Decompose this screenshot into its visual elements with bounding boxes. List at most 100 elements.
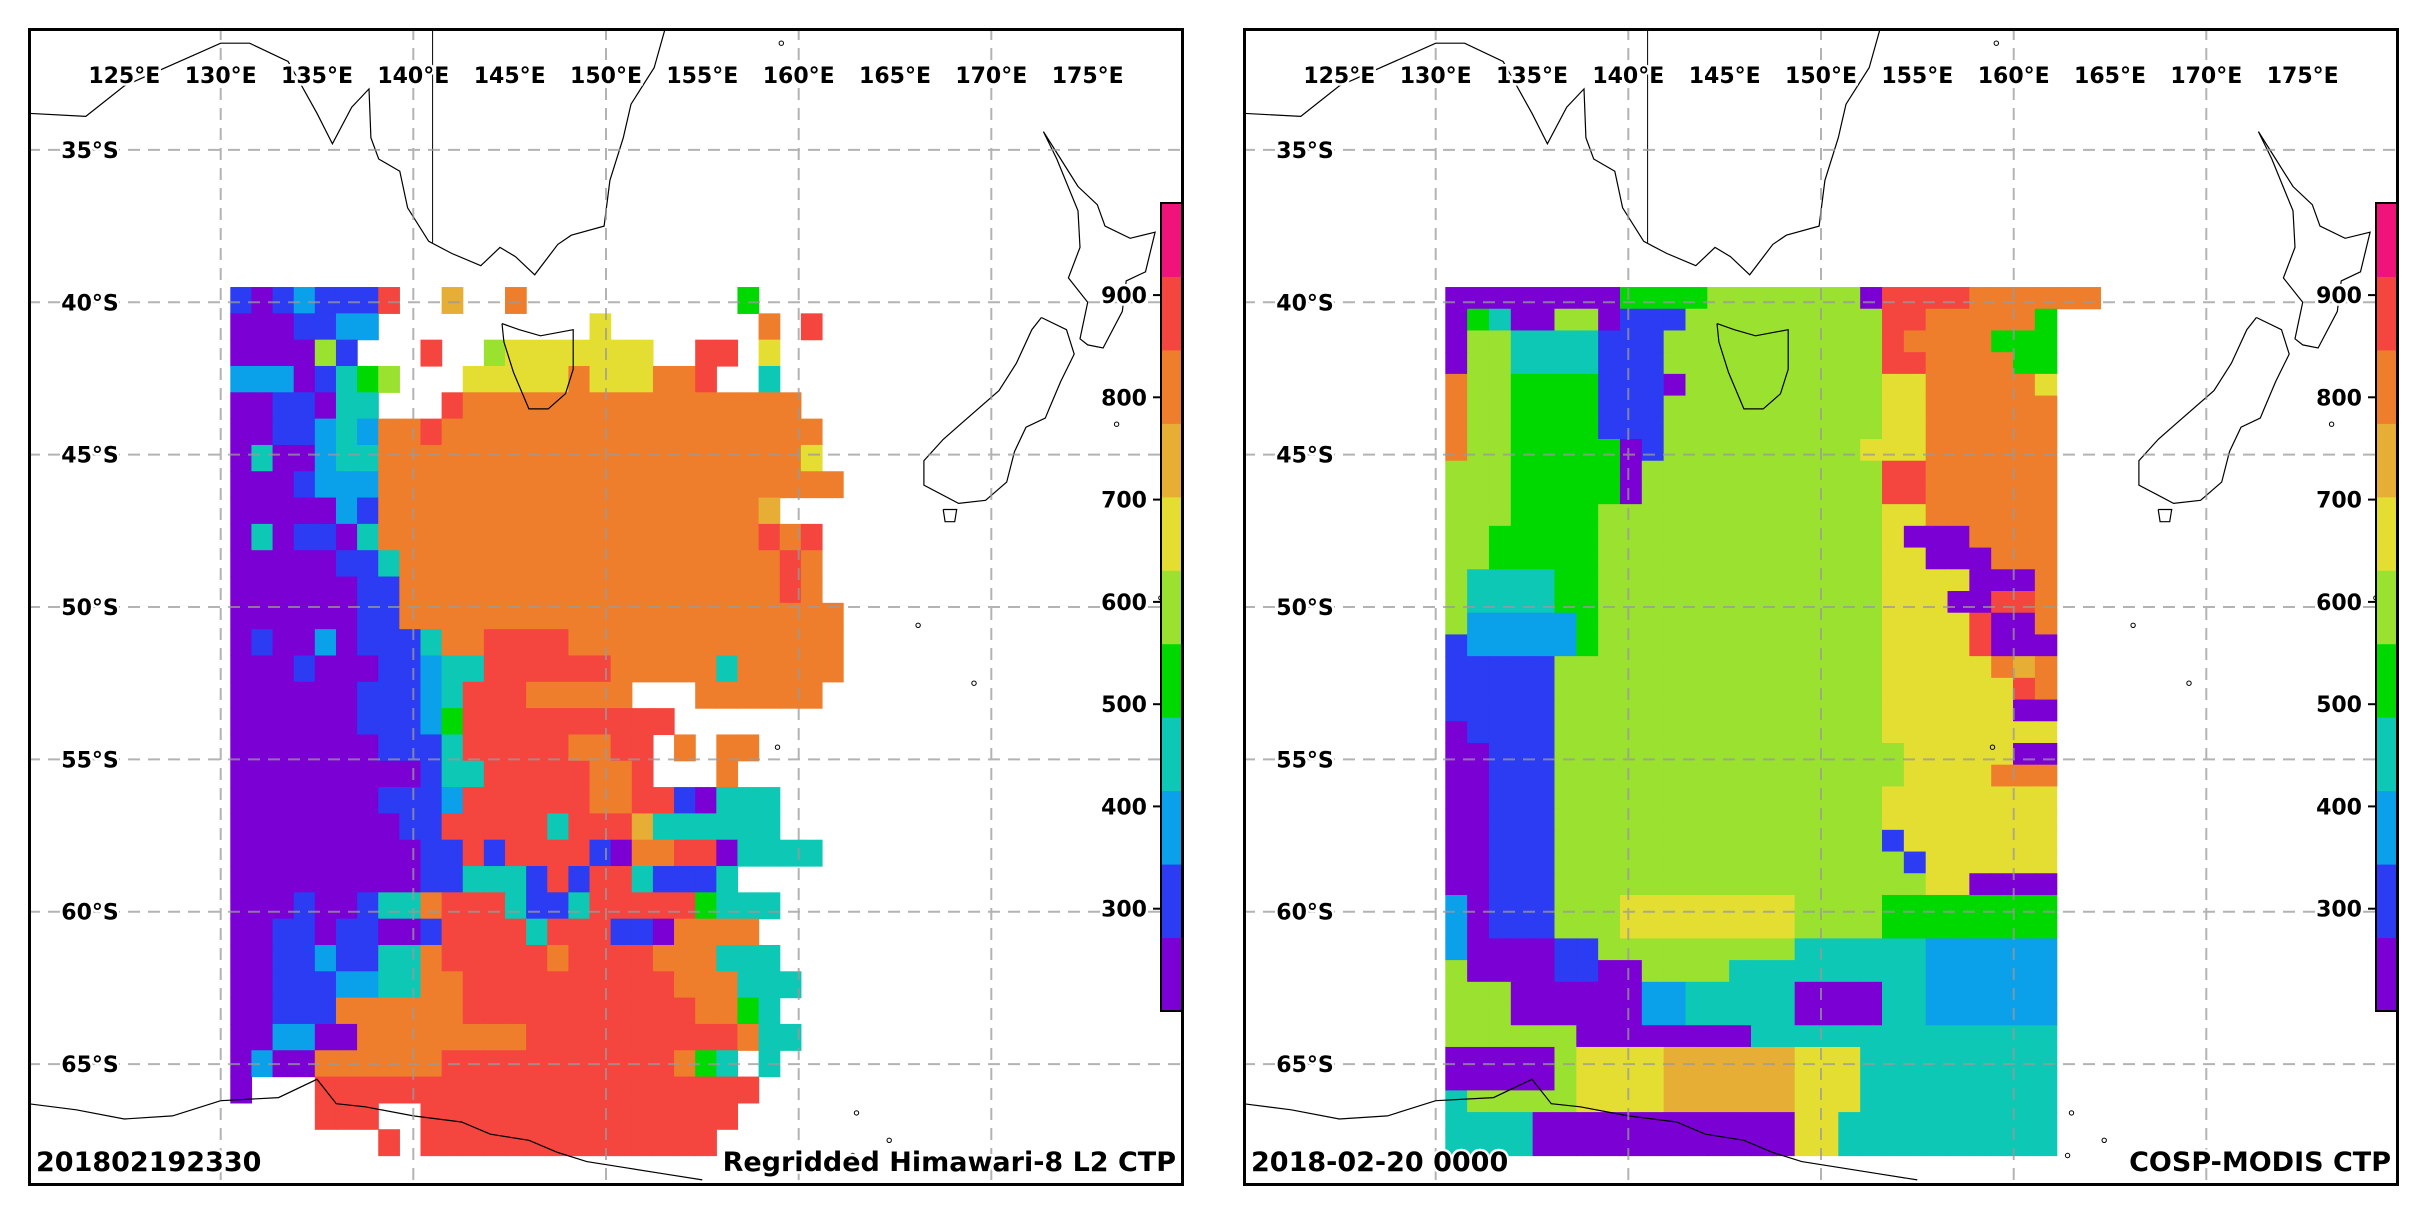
ctp-cell xyxy=(1619,612,1643,636)
ctp-cell xyxy=(1772,851,1796,874)
ctp-cell xyxy=(1467,764,1490,788)
ctp-cell xyxy=(631,1076,654,1104)
ctp-cell xyxy=(1707,417,1730,440)
ctp-cell xyxy=(800,313,823,341)
ctp-cell xyxy=(483,576,506,604)
ctp-cell xyxy=(314,997,337,1025)
ctp-cell xyxy=(441,471,464,499)
ctp-cell xyxy=(1772,1133,1796,1157)
island xyxy=(915,622,921,628)
ctp-cell xyxy=(1445,786,1468,809)
ctp-cell xyxy=(1707,591,1730,614)
island xyxy=(853,1110,860,1116)
ctp-cell xyxy=(1969,482,1992,505)
ctp-cell xyxy=(631,997,654,1025)
ctp-cell xyxy=(568,971,591,999)
ctp-cell xyxy=(1510,808,1534,831)
ctp-grid xyxy=(230,287,844,1157)
ctp-cell xyxy=(1685,1112,1708,1135)
ctp-cell xyxy=(589,392,612,420)
ctp-cell xyxy=(674,944,696,972)
ctp-cell xyxy=(1619,916,1643,939)
ctp-cell xyxy=(399,523,422,551)
ctp-cell xyxy=(378,602,400,630)
ctp-cell xyxy=(335,839,358,867)
ctp-cell xyxy=(483,602,506,630)
ctp-cell xyxy=(1641,352,1665,375)
ctp-cell xyxy=(1882,482,1905,505)
ctp-cell xyxy=(293,839,316,867)
ctp-cell xyxy=(272,839,295,867)
ctp-cell xyxy=(758,892,781,920)
ctp-cell xyxy=(1925,352,1949,375)
ctp-cell xyxy=(695,997,717,1025)
ctp-cell xyxy=(483,497,506,525)
ctp-cell xyxy=(1925,504,1949,527)
ctp-cell xyxy=(1969,786,1992,809)
ctp-cell xyxy=(272,550,295,578)
ctp-cell xyxy=(1794,569,1818,592)
ctp-cell xyxy=(610,471,633,499)
ctp-cell xyxy=(420,813,443,841)
ctp-cell xyxy=(1619,981,1643,1005)
ctp-cell xyxy=(1510,742,1534,766)
ctp-cell xyxy=(251,550,274,578)
ctp-cell xyxy=(314,497,337,525)
ctp-cell xyxy=(589,497,612,525)
colorbar-segment xyxy=(2376,643,2398,718)
ctp-cell xyxy=(1729,504,1752,527)
ctp-cell xyxy=(1751,851,1774,874)
ctp-cell xyxy=(1860,1133,1883,1157)
ctp-cell xyxy=(1685,699,1708,722)
ctp-cell xyxy=(610,681,633,709)
ctp-cell xyxy=(547,918,569,946)
ctp-cell xyxy=(1532,1003,1556,1026)
ctp-cell xyxy=(1488,829,1512,853)
ctp-cell xyxy=(1488,742,1512,766)
ctp-cell xyxy=(1729,742,1752,766)
ctp-cell xyxy=(779,392,802,420)
ctp-cell xyxy=(547,655,569,683)
ctp-cell xyxy=(2034,894,2058,918)
ctp-cell xyxy=(1663,525,1687,549)
ctp-cell xyxy=(1598,699,1621,722)
ctp-cell xyxy=(399,708,422,736)
ctp-cell xyxy=(1751,634,1774,657)
ctp-cell xyxy=(1598,287,1621,310)
ctp-cell xyxy=(1445,721,1468,744)
ctp-cell xyxy=(1882,417,1905,440)
ctp-cell xyxy=(293,708,316,736)
ctp-cell xyxy=(1925,439,1949,462)
ctp-cell xyxy=(1707,721,1730,744)
ctp-cell xyxy=(230,339,253,367)
ctp-cell xyxy=(1925,894,1949,918)
colorbar-tick-label: 300 xyxy=(2316,898,2362,923)
ctp-cell xyxy=(737,471,760,499)
ctp-cell xyxy=(1947,308,1970,332)
ctp-cell xyxy=(314,444,337,472)
ctp-cell xyxy=(2034,1068,2058,1091)
ctp-cell xyxy=(1729,1046,1752,1070)
ctp-cell xyxy=(589,892,612,920)
ctp-cell xyxy=(357,866,379,893)
coastline xyxy=(1042,131,1156,349)
ctp-cell xyxy=(272,1023,295,1051)
ctp-cell xyxy=(610,418,633,446)
ctp-cell xyxy=(695,866,717,893)
coastlines xyxy=(28,28,1156,1181)
ctp-cell xyxy=(1707,547,1730,570)
ctp-cell xyxy=(357,576,379,604)
ctp-cell xyxy=(1576,742,1599,766)
ctp-cell xyxy=(293,892,316,920)
ctp-cell xyxy=(1598,482,1621,505)
ctp-cell xyxy=(1576,330,1599,353)
ctp-cell xyxy=(821,602,844,630)
ctp-cell xyxy=(758,971,781,999)
ctp-cell xyxy=(1663,699,1687,722)
ctp-cell xyxy=(1991,764,2014,788)
ctp-cell xyxy=(1729,981,1752,1005)
lon-tick-label: 135°E xyxy=(1496,64,1568,89)
ctp-cell xyxy=(420,787,443,814)
ctp-cell xyxy=(737,576,760,604)
ctp-cell xyxy=(695,365,717,393)
